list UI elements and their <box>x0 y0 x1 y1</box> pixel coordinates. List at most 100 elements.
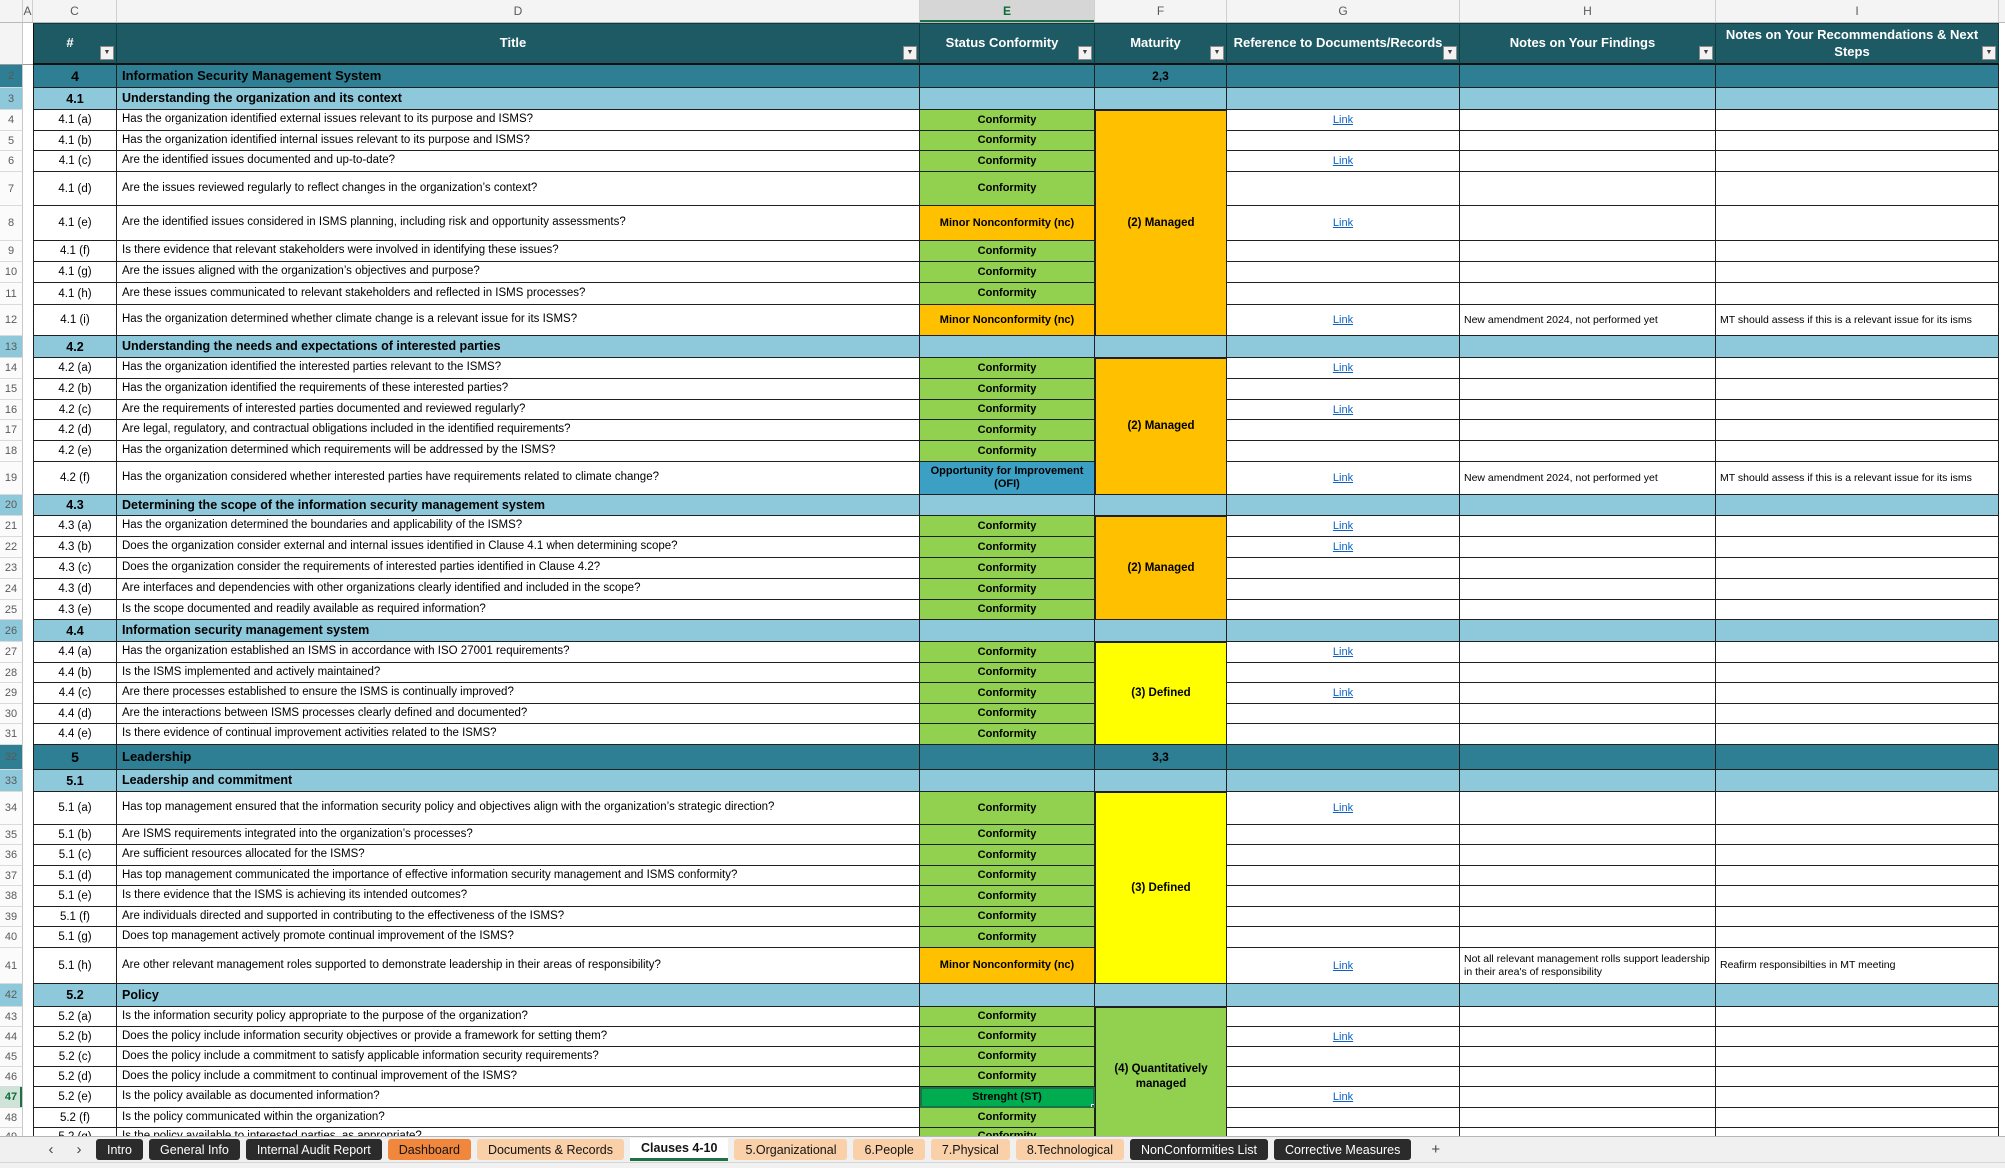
findings-cell[interactable] <box>1460 131 1716 151</box>
findings-cell[interactable] <box>1460 151 1716 172</box>
row-number[interactable]: 36 <box>0 845 23 866</box>
reference-cell[interactable]: Link <box>1227 516 1460 537</box>
column-letter-I[interactable]: I <box>1716 0 1999 22</box>
recommendations-cell[interactable] <box>1716 770 1999 792</box>
maturity-merged-cell[interactable]: (4) Quantitatively managed <box>1095 1007 1227 1136</box>
reference-cell[interactable] <box>1227 495 1460 516</box>
reference-cell[interactable]: Link <box>1227 948 1460 984</box>
filter-icon[interactable]: ▼ <box>1982 46 1996 60</box>
status-cell[interactable] <box>920 495 1095 516</box>
document-link[interactable]: Link <box>1332 646 1354 658</box>
clause-number-cell[interactable]: 5.1 (f) <box>33 907 117 927</box>
reference-cell[interactable]: Link <box>1227 206 1460 241</box>
reference-cell[interactable] <box>1227 172 1460 206</box>
recommendations-cell[interactable] <box>1716 131 1999 151</box>
row-number[interactable]: 37 <box>0 866 23 886</box>
sheet-tab-dashboard[interactable]: Dashboard <box>387 1139 471 1160</box>
recommendations-cell[interactable] <box>1716 172 1999 206</box>
document-link[interactable]: Link <box>1332 687 1354 699</box>
status-cell[interactable] <box>920 65 1095 88</box>
findings-cell[interactable] <box>1460 770 1716 792</box>
row-number[interactable]: 49 <box>0 1128 23 1136</box>
status-cell[interactable]: Conformity <box>920 400 1095 420</box>
findings-cell[interactable] <box>1460 907 1716 927</box>
reference-cell[interactable] <box>1227 336 1460 358</box>
clause-number-cell[interactable]: 5.1 (e) <box>33 886 117 907</box>
status-cell[interactable]: Conformity <box>920 283 1095 305</box>
fill-handle[interactable] <box>1091 1104 1094 1107</box>
recommendations-cell[interactable] <box>1716 495 1999 516</box>
findings-cell[interactable] <box>1460 1067 1716 1087</box>
tabs-scroll-right-icon[interactable]: › <box>76 1141 82 1158</box>
title-cell[interactable]: Are ISMS requirements integrated into th… <box>117 825 920 845</box>
clause-number-cell[interactable]: 4.1 <box>33 88 117 110</box>
maturity-cell[interactable] <box>1095 495 1227 516</box>
reference-cell[interactable] <box>1227 907 1460 927</box>
header-reference[interactable]: Reference to Documents/Records ▼ <box>1227 23 1460 65</box>
document-link[interactable]: Link <box>1332 520 1354 532</box>
recommendations-cell[interactable] <box>1716 724 1999 745</box>
status-cell[interactable] <box>920 88 1095 110</box>
sheet-tab-corrective-measures[interactable]: Corrective Measures <box>1274 1139 1412 1160</box>
title-cell[interactable]: Has the organization identified the requ… <box>117 379 920 400</box>
row-number[interactable]: 19 <box>0 462 23 495</box>
reference-cell[interactable] <box>1227 600 1460 620</box>
findings-cell[interactable] <box>1460 1007 1716 1027</box>
reference-cell[interactable]: Link <box>1227 305 1460 336</box>
filter-icon[interactable]: ▼ <box>1443 46 1457 60</box>
status-cell[interactable]: Conformity <box>920 1007 1095 1027</box>
reference-cell[interactable]: Link <box>1227 683 1460 704</box>
row-number[interactable]: 38 <box>0 886 23 907</box>
reference-cell[interactable] <box>1227 866 1460 886</box>
row-number[interactable]: 4 <box>0 110 23 131</box>
recommendations-cell[interactable] <box>1716 1087 1999 1108</box>
clause-number-cell[interactable]: 4.2 (d) <box>33 420 117 441</box>
findings-cell[interactable] <box>1460 441 1716 462</box>
status-cell[interactable]: Conformity <box>920 441 1095 462</box>
recommendations-cell[interactable] <box>1716 704 1999 724</box>
clause-number-cell[interactable]: 4.1 (h) <box>33 283 117 305</box>
status-cell[interactable]: Conformity <box>920 358 1095 379</box>
clause-number-cell[interactable]: 4.2 (a) <box>33 358 117 379</box>
clause-number-cell[interactable]: 5.1 <box>33 770 117 792</box>
findings-cell[interactable] <box>1460 792 1716 825</box>
row-number[interactable]: 45 <box>0 1047 23 1067</box>
reference-cell[interactable] <box>1227 441 1460 462</box>
column-letter-D[interactable]: D <box>117 0 920 22</box>
clause-number-cell[interactable]: 4.1 (a) <box>33 110 117 131</box>
title-cell[interactable]: Are these issues communicated to relevan… <box>117 283 920 305</box>
recommendations-cell[interactable] <box>1716 1027 1999 1047</box>
maturity-merged-cell[interactable]: (3) Defined <box>1095 792 1227 984</box>
status-cell[interactable]: Opportunity for Improvement (OFI) <box>920 462 1095 495</box>
clause-number-cell[interactable]: 4.4 (e) <box>33 724 117 745</box>
title-cell[interactable]: Has the organization determined whether … <box>117 305 920 336</box>
add-sheet-icon[interactable]: + <box>1431 1141 1441 1158</box>
findings-cell[interactable]: New amendment 2024, not performed yet <box>1460 462 1716 495</box>
row-number[interactable]: 11 <box>0 283 23 305</box>
row-number[interactable]: 17 <box>0 420 23 441</box>
clause-number-cell[interactable]: 4.2 (b) <box>33 379 117 400</box>
row-number[interactable]: 10 <box>0 262 23 283</box>
recommendations-cell[interactable] <box>1716 110 1999 131</box>
reference-cell[interactable] <box>1227 825 1460 845</box>
row-number[interactable]: 22 <box>0 537 23 558</box>
header-clause-number[interactable]: # ▼ <box>33 23 117 65</box>
title-cell[interactable]: Is there evidence that the ISMS is achie… <box>117 886 920 907</box>
findings-cell[interactable]: New amendment 2024, not performed yet <box>1460 305 1716 336</box>
row-number[interactable]: 3 <box>0 88 23 110</box>
findings-cell[interactable] <box>1460 379 1716 400</box>
recommendations-cell[interactable] <box>1716 845 1999 866</box>
findings-cell[interactable]: Not all relevant management rolls suppor… <box>1460 948 1716 984</box>
reference-cell[interactable] <box>1227 1007 1460 1027</box>
document-link[interactable]: Link <box>1332 362 1354 374</box>
title-cell[interactable]: Does the policy include a commitment to … <box>117 1047 920 1067</box>
header-title[interactable]: Title ▼ <box>117 23 920 65</box>
select-all-corner[interactable] <box>0 23 23 65</box>
clause-number-cell[interactable]: 5.2 (b) <box>33 1027 117 1047</box>
recommendations-cell[interactable] <box>1716 65 1999 88</box>
recommendations-cell[interactable]: MT should assess if this is a relevant i… <box>1716 305 1999 336</box>
recommendations-cell[interactable] <box>1716 1128 1999 1136</box>
clause-number-cell[interactable]: 5.1 (b) <box>33 825 117 845</box>
findings-cell[interactable] <box>1460 866 1716 886</box>
clause-number-cell[interactable]: 5.1 (h) <box>33 948 117 984</box>
